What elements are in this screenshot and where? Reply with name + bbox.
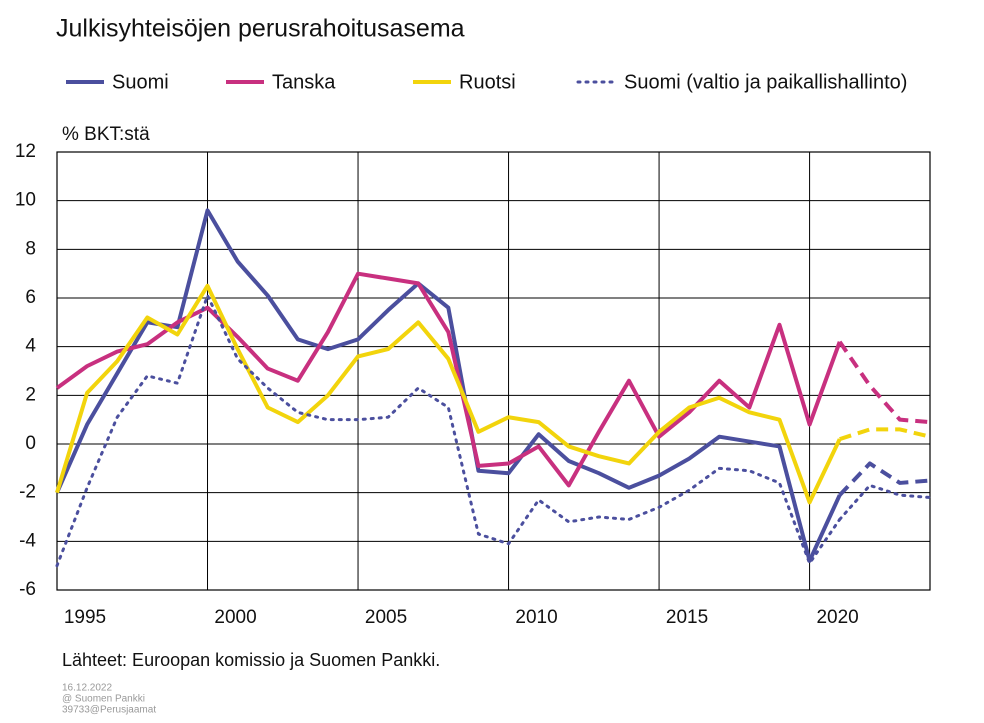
y-tick-label: -2 (19, 482, 36, 503)
x-tick-label: 2000 (214, 607, 256, 628)
source: Lähteet: Euroopan komissio ja Suomen Pan… (62, 650, 440, 670)
y-tick-label: 4 (25, 336, 36, 357)
x-tick-label: 1995 (64, 607, 106, 628)
note: 39733@Perusjaamat (62, 705, 156, 716)
series-line (839, 427, 931, 442)
y-tick-label: 8 (25, 238, 36, 259)
x-tick-label: 2010 (515, 607, 557, 628)
plot-frame (56, 151, 931, 591)
series-line (838, 483, 932, 521)
chart-title: Julkisyhteisöjen perusrahoitusasema (56, 15, 465, 43)
legend-label: Suomi (valtio ja paikallishallinto) (624, 71, 907, 93)
y-tick-label: 12 (15, 141, 36, 162)
legend-label: Suomi (112, 71, 169, 93)
x-tick-label: 2020 (816, 607, 858, 628)
y-tick-label: -4 (19, 530, 36, 551)
y-axis-label: % BKT:stä (62, 124, 150, 145)
series-line (838, 340, 931, 425)
legend-label: Tanska (272, 71, 336, 93)
note: @ Suomen Pankki (62, 694, 145, 705)
y-tick-label: 0 (25, 433, 36, 454)
y-tick-label: 2 (25, 384, 36, 405)
y-tick-label: -6 (19, 579, 36, 600)
y-tick-label: 10 (15, 190, 36, 211)
x-tick-label: 2015 (666, 607, 708, 628)
x-tick-label: 2005 (365, 607, 407, 628)
series-line (55, 294, 842, 568)
series-line (55, 208, 842, 563)
note: 16.12.2022 (62, 683, 112, 694)
series-line (55, 283, 842, 505)
series-line (838, 461, 931, 497)
y-tick-label: 6 (25, 287, 36, 308)
legend-label: Ruotsi (459, 71, 516, 93)
